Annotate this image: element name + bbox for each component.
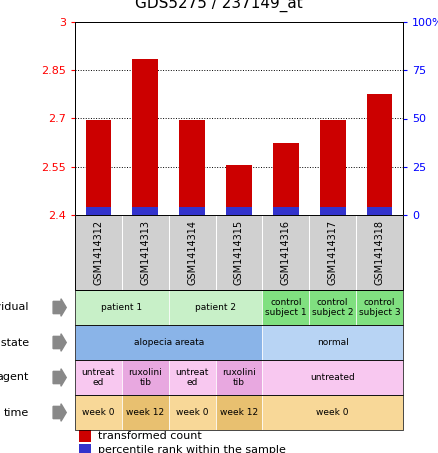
Text: GSM1414315: GSM1414315: [234, 220, 244, 285]
Text: patient 1: patient 1: [101, 303, 142, 312]
Text: ruxolini
tib: ruxolini tib: [128, 368, 162, 387]
Bar: [179, 120, 205, 215]
Bar: [273, 143, 299, 215]
Text: GSM1414316: GSM1414316: [281, 220, 291, 285]
Bar: [179, 207, 205, 215]
Bar: [132, 59, 158, 215]
Text: week 0: week 0: [317, 408, 349, 417]
Bar: [132, 207, 158, 215]
Text: GSM1414317: GSM1414317: [328, 220, 338, 285]
Text: untreat
ed: untreat ed: [176, 368, 209, 387]
Text: GDS5275 / 237149_at: GDS5275 / 237149_at: [135, 0, 303, 12]
Text: time: time: [4, 408, 29, 418]
Text: untreat
ed: untreat ed: [82, 368, 115, 387]
Bar: [85, 120, 111, 215]
Text: GSM1414312: GSM1414312: [93, 220, 103, 285]
Text: disease state: disease state: [0, 337, 29, 347]
Bar: [226, 207, 252, 215]
Text: individual: individual: [0, 303, 29, 313]
Text: GSM1414313: GSM1414313: [140, 220, 150, 285]
Text: control
subject 2: control subject 2: [312, 298, 353, 317]
Text: percentile rank within the sample: percentile rank within the sample: [98, 445, 286, 453]
Bar: [85, 207, 111, 215]
Text: patient 2: patient 2: [195, 303, 236, 312]
Text: week 0: week 0: [82, 408, 115, 417]
Text: control
subject 3: control subject 3: [359, 298, 400, 317]
Text: week 12: week 12: [126, 408, 164, 417]
Text: week 12: week 12: [220, 408, 258, 417]
Bar: [226, 165, 252, 215]
Text: normal: normal: [317, 338, 349, 347]
Bar: [320, 207, 346, 215]
Text: alopecia areata: alopecia areata: [134, 338, 204, 347]
Bar: [273, 207, 299, 215]
Bar: [367, 207, 392, 215]
Text: ruxolini
tib: ruxolini tib: [222, 368, 256, 387]
Text: week 0: week 0: [176, 408, 208, 417]
Text: untreated: untreated: [311, 373, 355, 382]
Text: GSM1414314: GSM1414314: [187, 220, 197, 285]
Text: transformed count: transformed count: [98, 431, 202, 441]
Text: GSM1414318: GSM1414318: [374, 220, 385, 285]
Bar: [320, 120, 346, 215]
Bar: [367, 94, 392, 215]
Text: control
subject 1: control subject 1: [265, 298, 307, 317]
Text: agent: agent: [0, 372, 29, 382]
